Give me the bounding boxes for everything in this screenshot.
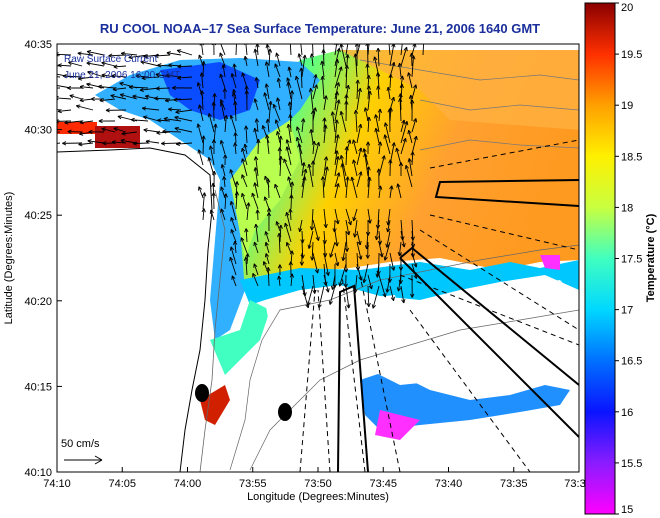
x-tick-label: 73:3 xyxy=(564,478,585,490)
x-tick-label: 73:45 xyxy=(369,478,397,490)
x-tick-label: 73:50 xyxy=(304,478,332,490)
colorbar-tick-label: 15.5 xyxy=(621,458,642,470)
x-tick-label: 74:00 xyxy=(174,478,202,490)
x-tick-label: 73:35 xyxy=(500,478,528,490)
y-tick-label: 40:20 xyxy=(24,296,52,308)
colorbar-tick-label: 16 xyxy=(621,407,633,419)
sst-field xyxy=(57,44,579,472)
y-tick-label: 40:25 xyxy=(24,210,52,222)
colorbar-tick-label: 20 xyxy=(621,2,633,14)
colorbar-tick-label: 17.5 xyxy=(621,254,642,266)
current-timestamp: June 21, 2006 16:00 GMT xyxy=(64,70,180,81)
x-tick-label: 74:10 xyxy=(43,478,71,490)
y-tick-label: 40:15 xyxy=(24,381,52,393)
x-tick-label: 73:40 xyxy=(435,478,463,490)
colorbar-label: Temperature (°C) xyxy=(645,213,657,302)
y-axis-label: Latitude (Degrees:Minutes) xyxy=(3,192,15,325)
scale-bar-arrow xyxy=(64,455,103,465)
y-tick-label: 40:10 xyxy=(24,467,52,479)
x-tick-label: 74:05 xyxy=(108,478,136,490)
colorbar-tick-label: 17 xyxy=(621,305,633,317)
y-axis-ticks: 40:35 40:30 40:25 40:20 40:15 40:10 xyxy=(24,39,62,479)
colorbar-tick-label: 16.5 xyxy=(621,356,642,368)
colorbar-ticks: 20 19.5 19 18.5 18 17.5 17 16.5 16 15.5 15 xyxy=(615,2,642,516)
colorbar-tick-label: 18.5 xyxy=(621,151,642,163)
colorbar xyxy=(584,2,616,515)
colorbar-tick-label: 19.5 xyxy=(621,49,642,61)
current-label: Raw Surface Current xyxy=(64,54,158,65)
x-axis-ticks: 74:10 74:05 74:00 73:55 73:50 73:45 73:40 73:35… xyxy=(43,467,586,490)
y-tick-label: 40:35 xyxy=(24,39,52,51)
x-axis-label: Longitude (Degrees:Minutes) xyxy=(247,491,389,503)
y-tick-label: 40:30 xyxy=(24,125,52,137)
colorbar-tick-label: 18 xyxy=(621,202,633,214)
x-tick-label: 73:55 xyxy=(239,478,267,490)
map-title: RU COOL NOAA–17 Sea Surface Temperature:… xyxy=(99,21,541,36)
colorbar-tick-label: 19 xyxy=(621,100,633,112)
scale-bar-label: 50 cm/s xyxy=(61,438,100,450)
colorbar-tick-label: 15 xyxy=(621,504,633,516)
